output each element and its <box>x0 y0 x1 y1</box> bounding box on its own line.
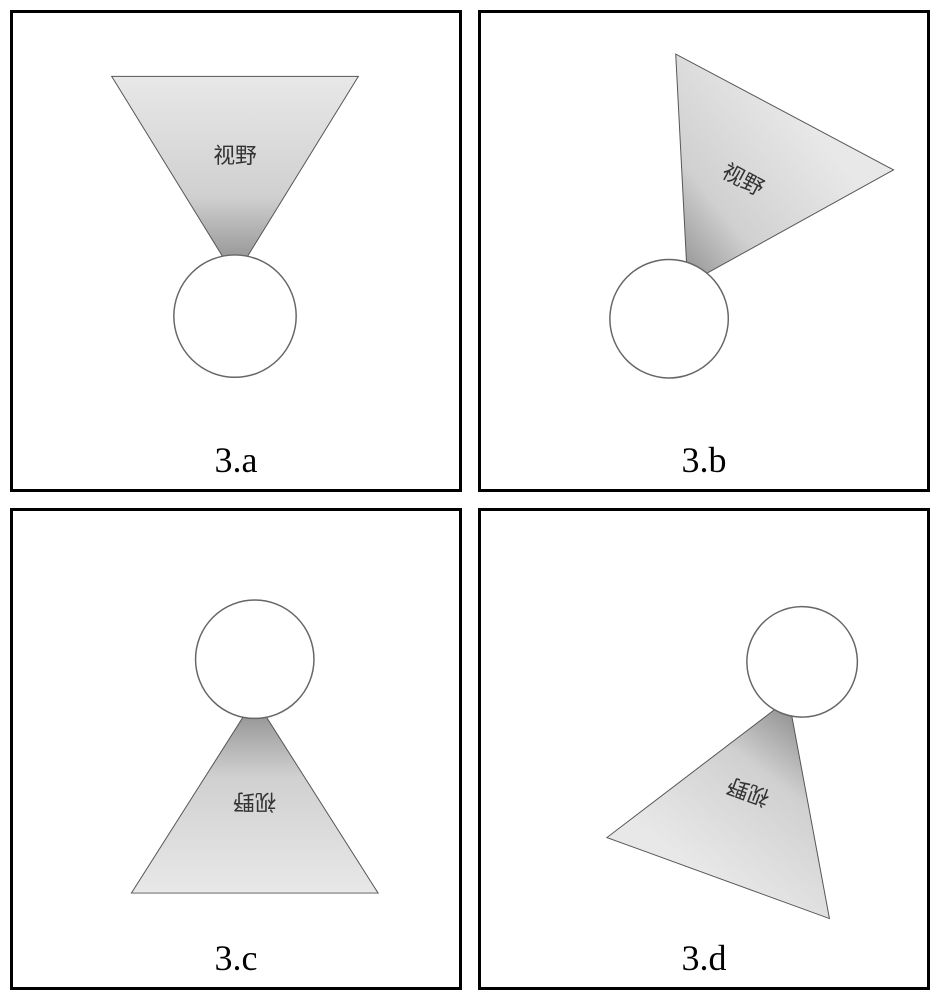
cone-label-a: 视野 <box>213 144 257 168</box>
cone-label-c: 视野 <box>233 789 277 813</box>
panel-a: 视野 3.a <box>10 10 462 492</box>
fov-group-a: 视野 <box>112 76 359 377</box>
panel-b-svg: 视野 <box>481 13 927 489</box>
panel-d: 视野 3.d <box>478 508 930 990</box>
fov-cone-a <box>112 76 359 276</box>
caption-c: 3.c <box>215 937 258 979</box>
caption-d: 3.d <box>682 937 727 979</box>
panel-c-svg: 视野 <box>13 511 459 987</box>
caption-a: 3.a <box>215 439 258 481</box>
fov-group-b: 视野 <box>537 54 894 431</box>
panel-d-svg: 视野 <box>481 511 927 987</box>
diagram-grid: 视野 3.a 视野 <box>10 10 930 990</box>
panel-c: 视野 3.c <box>10 508 462 990</box>
fov-group-c: 视野 <box>131 600 378 893</box>
panel-a-svg: 视野 <box>13 13 459 489</box>
head-circle-d <box>731 591 873 733</box>
fov-group-d: 视野 <box>607 568 927 919</box>
head-circle-c <box>196 600 314 718</box>
head-circle-a <box>174 255 296 377</box>
caption-b: 3.b <box>682 439 727 481</box>
panel-b: 视野 3.b <box>478 10 930 492</box>
